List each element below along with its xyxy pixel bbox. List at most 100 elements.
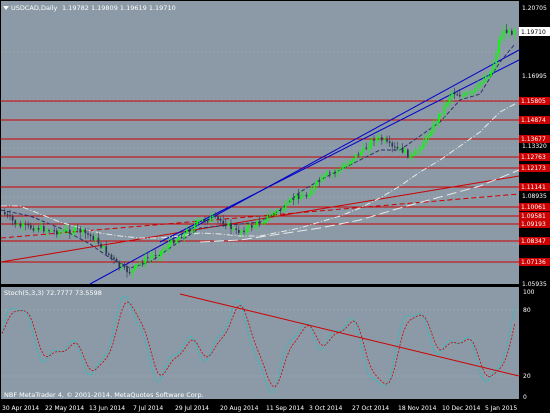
candle-body: [201, 219, 204, 221]
candle-body: [61, 231, 63, 233]
candle-body: [435, 122, 438, 124]
candle-body: [300, 196, 303, 199]
candle-body: [401, 147, 404, 153]
candle-body: [427, 135, 430, 137]
level-label: 1.09581: [521, 213, 546, 220]
price-tick: 1.20705: [522, 5, 547, 12]
candle-body: [191, 229, 193, 232]
candle-body: [474, 88, 477, 92]
candle-body: [222, 220, 225, 224]
candle-body: [58, 231, 61, 235]
candle-body: [14, 220, 17, 225]
candle-body: [279, 210, 282, 212]
candle-body: [76, 227, 79, 229]
candle-body: [157, 255, 160, 257]
candle-body: [134, 265, 136, 270]
candle-body: [308, 195, 310, 197]
candle-body: [102, 246, 105, 248]
level-label-box: [519, 116, 550, 124]
candle-body: [53, 230, 56, 232]
candle-body: [45, 230, 48, 232]
candle-body: [63, 229, 66, 232]
candle-body: [225, 223, 227, 227]
stochastic-trendline[interactable]: [179, 293, 520, 377]
candle-body: [271, 214, 274, 216]
candle-body: [82, 229, 84, 233]
level-label: 1.12763: [521, 154, 546, 161]
level-label: 1.11141: [521, 184, 546, 191]
date-label: 13 Jun 2014: [89, 405, 125, 412]
candle-body: [214, 215, 217, 217]
candle-body: [349, 160, 352, 164]
candle-body: [24, 223, 27, 225]
candle-body: [303, 194, 305, 197]
candle-body: [144, 257, 147, 264]
support-resistance-levels[interactable]: [1, 100, 519, 263]
price-candles[interactable]: [4, 23, 516, 279]
dropdown-triangle-icon[interactable]: [3, 6, 9, 10]
candle-body: [204, 219, 206, 222]
candle-body: [326, 172, 329, 175]
candle-body: [178, 236, 180, 240]
candle-body: [160, 251, 162, 256]
candle-body: [381, 137, 383, 141]
date-label: 30 Apr 2014: [2, 405, 39, 412]
candle-body: [277, 210, 279, 213]
time-axis[interactable]: 30 Apr 2014 22 May 2014 13 Jun 2014 7 Ju…: [2, 405, 517, 412]
candle-body: [344, 164, 347, 168]
price-axis[interactable]: 1.20705 1.16995 1.13320 1.08935 1.05935: [522, 5, 547, 288]
candle-body: [264, 221, 266, 223]
candle-body: [464, 93, 466, 96]
candle-body: [443, 105, 446, 114]
candle-body: [266, 215, 269, 222]
candle-body: [245, 227, 248, 233]
candle-body: [313, 184, 316, 191]
candle-body: [170, 239, 173, 245]
level-label: 1.10061: [521, 204, 546, 211]
price-tick: 1.08935: [522, 193, 547, 200]
candle-body: [199, 220, 201, 222]
level-label: 1.07136: [521, 259, 546, 266]
candle-body: [466, 93, 469, 95]
candle-body: [287, 201, 290, 204]
candle-body: [342, 167, 344, 169]
symbol-label: USDCAD,Daily: [11, 4, 58, 12]
long-trendlines[interactable]: [0, 175, 520, 263]
candle-body: [196, 220, 199, 225]
candle-body: [394, 146, 396, 148]
candle-body: [396, 146, 399, 149]
price-tick: 1.13320: [522, 143, 547, 150]
candle-body: [292, 198, 295, 200]
current-price-box: [519, 27, 550, 36]
candle-body: [105, 246, 108, 254]
candle-body: [352, 158, 355, 161]
stoch-level: 0: [523, 394, 527, 401]
candle-body: [115, 259, 118, 262]
candle-body: [141, 263, 144, 265]
date-label: 20 Aug 2014: [220, 405, 259, 412]
date-label: 22 May 2014: [45, 405, 84, 412]
candle-body: [128, 272, 131, 274]
candle-body: [256, 221, 258, 226]
candle-body: [274, 212, 277, 215]
candle-body: [503, 29, 505, 38]
date-label: 18 Nov 2014: [398, 405, 437, 412]
level-label-box: [519, 135, 550, 143]
candle-body: [230, 223, 232, 230]
price-tick: 1.05935: [522, 281, 547, 288]
candle-body: [399, 147, 401, 149]
candle-body: [48, 230, 50, 232]
candle-body: [451, 92, 453, 99]
stochastic-panel[interactable]: [1, 287, 519, 399]
date-label: 11 Sep 2014: [266, 405, 304, 412]
ascending-channel[interactable]: [89, 49, 520, 285]
candle-body: [492, 64, 495, 72]
candle-body: [147, 257, 149, 259]
candle-body: [87, 233, 89, 235]
candle-body: [9, 215, 11, 217]
price-panel[interactable]: [1, 1, 519, 284]
level-label: 1.13677: [521, 136, 546, 143]
candle-body: [123, 266, 126, 268]
level-label-box: [519, 164, 550, 172]
